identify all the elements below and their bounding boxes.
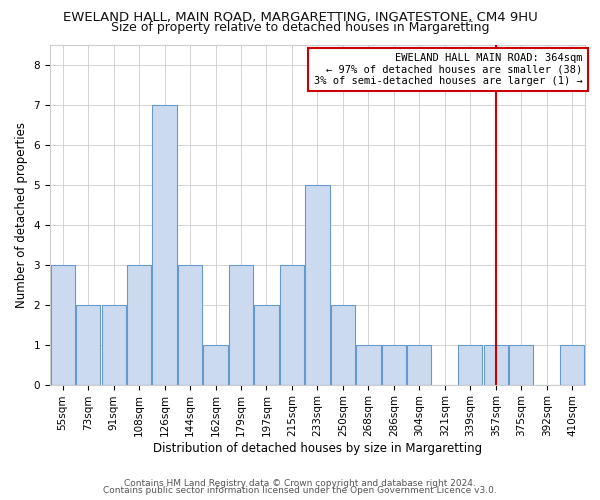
Bar: [101, 304, 126, 384]
Bar: [229, 264, 253, 384]
Text: EWELAND HALL MAIN ROAD: 364sqm
← 97% of detached houses are smaller (38)
3% of s: EWELAND HALL MAIN ROAD: 364sqm ← 97% of …: [314, 53, 583, 86]
Bar: [458, 344, 482, 385]
Bar: [356, 344, 380, 385]
Bar: [305, 185, 329, 384]
Text: Contains public sector information licensed under the Open Government Licence v3: Contains public sector information licen…: [103, 486, 497, 495]
Bar: [254, 304, 278, 384]
X-axis label: Distribution of detached houses by size in Margaretting: Distribution of detached houses by size …: [153, 442, 482, 455]
Bar: [50, 264, 75, 384]
Text: Size of property relative to detached houses in Margaretting: Size of property relative to detached ho…: [111, 22, 489, 35]
Text: Contains HM Land Registry data © Crown copyright and database right 2024.: Contains HM Land Registry data © Crown c…: [124, 478, 476, 488]
Bar: [509, 344, 533, 385]
Bar: [560, 344, 584, 385]
Bar: [152, 105, 176, 384]
Bar: [127, 264, 151, 384]
Bar: [178, 264, 202, 384]
Y-axis label: Number of detached properties: Number of detached properties: [15, 122, 28, 308]
Bar: [280, 264, 304, 384]
Bar: [76, 304, 100, 384]
Bar: [203, 344, 227, 385]
Text: EWELAND HALL, MAIN ROAD, MARGARETTING, INGATESTONE, CM4 9HU: EWELAND HALL, MAIN ROAD, MARGARETTING, I…: [62, 11, 538, 24]
Bar: [382, 344, 406, 385]
Bar: [331, 304, 355, 384]
Bar: [484, 344, 508, 385]
Bar: [407, 344, 431, 385]
